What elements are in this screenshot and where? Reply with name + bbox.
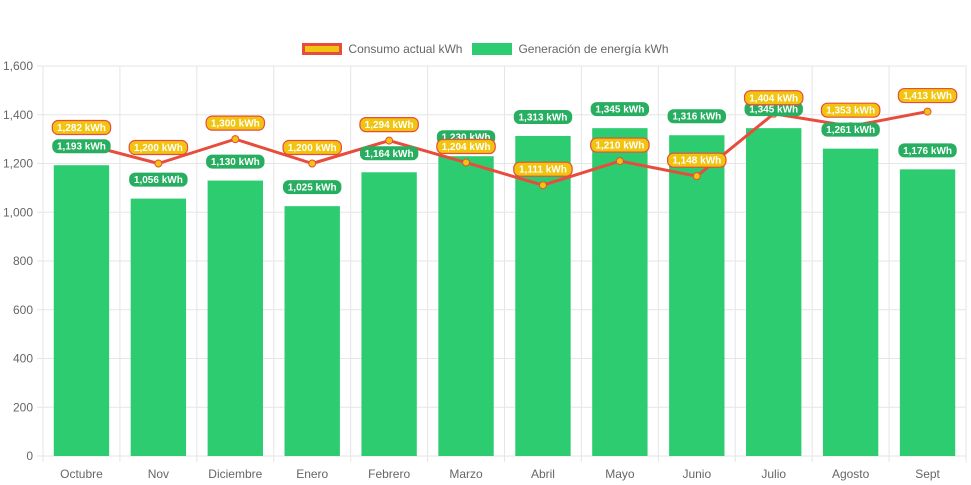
- x-tick-label: Abril: [531, 467, 555, 481]
- point-consumo: [462, 158, 471, 167]
- line-data-label-bg: [666, 152, 727, 168]
- bar-data-label: 1,313 kWh: [518, 112, 567, 123]
- line-data-label-bg: [743, 90, 804, 106]
- line-data-label-bg: [282, 139, 343, 156]
- x-tick-label: Mayo: [605, 467, 635, 481]
- point-consumo: [308, 159, 317, 168]
- line-data-label: 1,204 kWh: [442, 142, 491, 153]
- bar-data-label-bg: [52, 139, 111, 154]
- line-data-label: 1,300 kWh: [211, 119, 260, 130]
- bar-generacion: [899, 169, 956, 456]
- bar-generacion: [130, 198, 187, 456]
- line-data-label-bg: [820, 102, 881, 118]
- line-data-label: 1,210 kWh: [595, 141, 644, 152]
- bar-generacion: [746, 128, 802, 456]
- bar-data-label: 1,164 kWh: [365, 149, 414, 160]
- y-tick-label: 400: [13, 352, 33, 366]
- bar-data-label-bg: [359, 146, 419, 161]
- line-data-label: 1,148 kWh: [672, 156, 721, 167]
- line-data-label-bg: [359, 116, 419, 133]
- point-consumo: [154, 159, 163, 168]
- bar-generacion: [669, 135, 725, 456]
- line-data-label: 1,404 kWh: [749, 93, 798, 104]
- x-tick-label: Junio: [682, 467, 711, 481]
- legend-item-consumo[interactable]: Consumo actual kWh: [302, 42, 462, 56]
- bar-data-label: 1,345 kWh: [749, 105, 798, 116]
- y-tick-label: 1,400: [3, 108, 33, 122]
- point-consumo: [615, 157, 624, 166]
- x-tick-label: Octubre: [60, 467, 103, 481]
- y-tick-label: 200: [13, 400, 33, 414]
- bar-generacion: [438, 156, 494, 456]
- bar-generacion: [515, 135, 571, 457]
- bar-data-label-bg: [590, 102, 650, 117]
- bar-data-label: 1,193 kWh: [57, 142, 106, 153]
- bar-data-label-bg: [283, 180, 342, 195]
- line-data-label: 1,111 kWh: [519, 165, 567, 176]
- bar-data-label: 1,230 kWh: [442, 133, 491, 144]
- y-tick-label: 1,000: [3, 205, 33, 219]
- line-data-label-bg: [513, 161, 573, 177]
- line-data-label-bg: [436, 138, 496, 155]
- bar-data-label-bg: [206, 154, 265, 169]
- line-data-label-bg: [128, 139, 189, 156]
- bar-data-label: 1,176 kWh: [903, 146, 952, 157]
- bar-generacion: [592, 128, 648, 456]
- legend-label-consumo: Consumo actual kWh: [348, 42, 463, 56]
- bar-data-label-bg: [513, 109, 573, 124]
- bar-data-label: 1,261 kWh: [826, 125, 875, 136]
- bar-generacion: [361, 172, 417, 456]
- x-tick-label: Febrero: [368, 467, 410, 481]
- line-data-label: 1,282 kWh: [57, 123, 106, 134]
- line-data-label: 1,200 kWh: [134, 143, 183, 154]
- bar-data-label-bg: [667, 109, 726, 124]
- legend-swatch-generacion: [472, 43, 513, 55]
- chart-legend: Consumo actual kWh Generación de energía…: [0, 42, 971, 56]
- bar-data-label: 1,316 kWh: [672, 112, 721, 123]
- x-tick-label: Julio: [761, 467, 786, 481]
- line-data-label-bg: [897, 87, 958, 104]
- y-tick-label: 1,600: [3, 59, 33, 73]
- bar-data-label: 1,130 kWh: [211, 157, 260, 168]
- legend-item-generacion[interactable]: Generación de energía kWh: [472, 42, 669, 56]
- bar-data-label-bg: [744, 102, 803, 117]
- bar-generacion: [822, 148, 879, 456]
- y-tick-label: 1,200: [3, 157, 33, 171]
- bar-data-label-bg: [898, 143, 957, 158]
- x-tick-label: Enero: [296, 467, 328, 481]
- bar-data-label-bg: [129, 172, 188, 187]
- bar-data-label: 1,056 kWh: [134, 175, 183, 186]
- point-consumo: [692, 172, 701, 181]
- x-tick-label: Nov: [148, 467, 169, 481]
- bar-data-label: 1,025 kWh: [288, 183, 337, 194]
- x-tick-label: Sept: [915, 467, 940, 481]
- legend-label-generacion: Generación de energía kWh: [518, 42, 669, 56]
- bar-generacion: [207, 180, 263, 456]
- line-data-label-bg: [51, 119, 112, 136]
- x-tick-label: Diciembre: [208, 467, 262, 481]
- y-tick-label: 0: [26, 449, 33, 463]
- line-data-label-bg: [590, 137, 650, 153]
- point-consumo: [231, 135, 240, 144]
- x-tick-label: Marzo: [449, 467, 483, 481]
- x-tick-label: Agosto: [832, 467, 870, 481]
- line-data-label: 1,294 kWh: [365, 120, 414, 131]
- bar-generacion: [284, 206, 340, 456]
- legend-swatch-consumo: [302, 43, 343, 55]
- point-consumo: [923, 107, 932, 116]
- bar-data-label: 1,345 kWh: [595, 105, 644, 116]
- point-consumo: [385, 136, 394, 145]
- bar-data-label-bg: [821, 122, 880, 137]
- line-data-label: 1,353 kWh: [826, 106, 875, 117]
- y-tick-label: 800: [13, 254, 33, 268]
- line-data-label-bg: [205, 115, 266, 131]
- point-consumo: [538, 181, 547, 190]
- line-data-label: 1,200 kWh: [288, 143, 337, 154]
- y-tick-label: 600: [13, 303, 33, 317]
- line-data-label: 1,413 kWh: [903, 91, 952, 102]
- bar-generacion: [53, 165, 110, 457]
